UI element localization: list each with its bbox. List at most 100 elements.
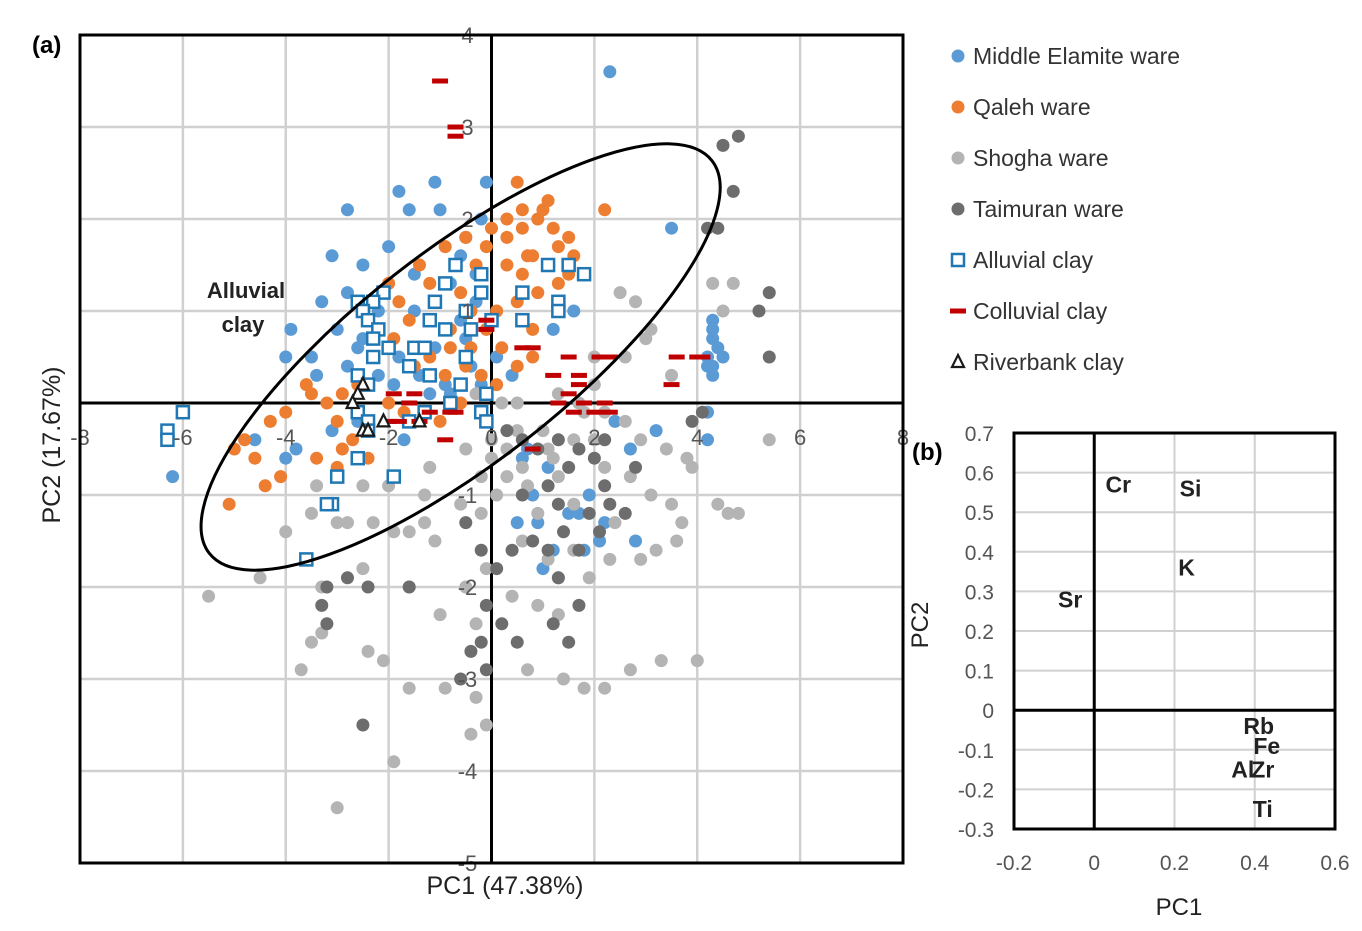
point-colluvial-clay — [447, 133, 464, 139]
point-shogha-ware — [711, 497, 725, 511]
point-shogha-ware — [438, 681, 452, 695]
panel-b-y-axis-label: PC2 — [907, 602, 934, 649]
point-shogha-ware — [521, 663, 535, 677]
point-colluvial-clay — [514, 345, 531, 351]
point-shogha-ware — [598, 681, 612, 695]
point-alluvial-clay — [422, 312, 438, 328]
point-middle-elamite-ware — [340, 203, 354, 217]
point-shogha-ware — [716, 304, 730, 318]
point-qaleh-ware — [433, 414, 447, 428]
point-middle-elamite-ware — [701, 433, 715, 447]
point-middle-elamite-ware — [356, 258, 370, 272]
point-colluvial-clay — [601, 409, 618, 415]
loading-label-al: Al — [1231, 757, 1254, 783]
point-alluvial-clay — [443, 395, 458, 411]
point-shogha-ware — [485, 433, 498, 447]
point-taimuran-ware — [490, 562, 504, 576]
x-tick-label: -2 — [379, 425, 399, 450]
point-middle-elamite-ware — [397, 433, 411, 447]
point-taimuran-ware — [572, 598, 586, 612]
point-middle-elamite-ware — [510, 516, 524, 530]
point-shogha-ware — [623, 663, 637, 677]
point-taimuran-ware — [356, 718, 370, 732]
point-shogha-ware — [505, 589, 519, 603]
point-qaleh-ware — [438, 368, 452, 382]
point-alluvial-clay — [350, 450, 366, 466]
x-tick-label: 0 — [1088, 852, 1100, 875]
x-tick-label: 0.6 — [1320, 852, 1349, 875]
point-qaleh-ware — [510, 175, 524, 189]
point-shogha-ware — [557, 672, 571, 686]
point-shogha-ware — [387, 755, 401, 769]
loading-label-fe: Fe — [1253, 733, 1280, 759]
point-alluvial-clay — [479, 386, 494, 402]
point-shogha-ware — [577, 681, 591, 695]
point-shogha-ware — [670, 534, 684, 548]
point-shogha-ware — [608, 516, 622, 530]
point-taimuran-ware — [541, 543, 555, 557]
point-riverbank-clay — [375, 411, 392, 428]
point-shogha-ware — [464, 727, 478, 741]
point-riverbank-clay — [355, 375, 371, 391]
legend-label-taimuran-ware: Taimuran ware — [973, 196, 1124, 222]
point-alluvial-clay — [561, 257, 576, 273]
point-colluvial-clay — [570, 372, 587, 378]
point-shogha-ware — [454, 497, 468, 511]
point-qaleh-ware — [423, 276, 437, 290]
point-taimuran-ware — [562, 635, 576, 649]
point-taimuran-ware — [474, 635, 488, 649]
point-alluvial-clay — [376, 285, 391, 300]
point-alluvial-clay — [365, 331, 381, 346]
loading-label-si: Si — [1180, 475, 1202, 501]
point-shogha-ware — [603, 552, 617, 566]
legend-marker-taimuran-ware — [951, 202, 965, 216]
point-qaleh-ware — [479, 240, 493, 254]
point-colluvial-clay — [390, 418, 407, 424]
point-shogha-ware — [634, 552, 648, 566]
point-shogha-ware — [690, 654, 704, 668]
point-shogha-ware — [330, 801, 344, 815]
point-shogha-ware — [659, 442, 673, 456]
legend-marker-riverbank-clay — [950, 352, 966, 369]
point-shogha-ware — [598, 460, 612, 474]
point-shogha-ware — [546, 451, 560, 465]
point-middle-elamite-ware — [701, 359, 715, 373]
point-shogha-ware — [500, 470, 514, 484]
point-alluvial-clay — [427, 294, 443, 310]
point-middle-elamite-ware — [284, 322, 298, 336]
point-taimuran-ware — [618, 506, 632, 520]
point-shogha-ware — [469, 690, 483, 704]
point-middle-elamite-ware — [279, 350, 293, 364]
y-tick-label: 0.4 — [965, 542, 995, 565]
legend-label-shogha-ware: Shogha ware — [973, 145, 1109, 171]
point-qaleh-ware — [526, 350, 540, 364]
point-shogha-ware — [731, 506, 745, 520]
legend-label-riverbank-clay: Riverbank clay — [973, 349, 1124, 375]
point-shogha-ware — [428, 534, 442, 548]
point-shogha-ware — [402, 681, 416, 695]
point-qaleh-ware — [485, 221, 498, 235]
point-taimuran-ware — [598, 479, 612, 493]
panel-a-y-axis-label: PC2 (17.67%) — [38, 366, 66, 523]
point-shogha-ware — [366, 516, 380, 530]
point-qaleh-ware — [515, 267, 529, 281]
y-tick-label: -0.3 — [958, 819, 994, 842]
point-alluvial-clay — [381, 340, 396, 356]
point-colluvial-clay — [447, 124, 464, 130]
point-qaleh-ware — [474, 368, 488, 382]
point-taimuran-ware — [695, 405, 709, 419]
point-qaleh-ware — [382, 396, 396, 410]
y-tick-label: 0 — [982, 700, 994, 723]
point-colluvial-clay — [437, 437, 454, 443]
x-tick-label: 0.4 — [1240, 852, 1270, 875]
point-alluvial-clay — [473, 266, 489, 282]
point-taimuran-ware — [315, 598, 329, 612]
point-qaleh-ware — [562, 230, 576, 244]
point-shogha-ware — [279, 525, 293, 539]
point-taimuran-ware — [515, 488, 529, 502]
point-shogha-ware — [376, 654, 390, 668]
point-qaleh-ware — [546, 221, 560, 235]
point-alluvial-clay — [479, 414, 494, 429]
point-middle-elamite-ware — [166, 470, 180, 484]
